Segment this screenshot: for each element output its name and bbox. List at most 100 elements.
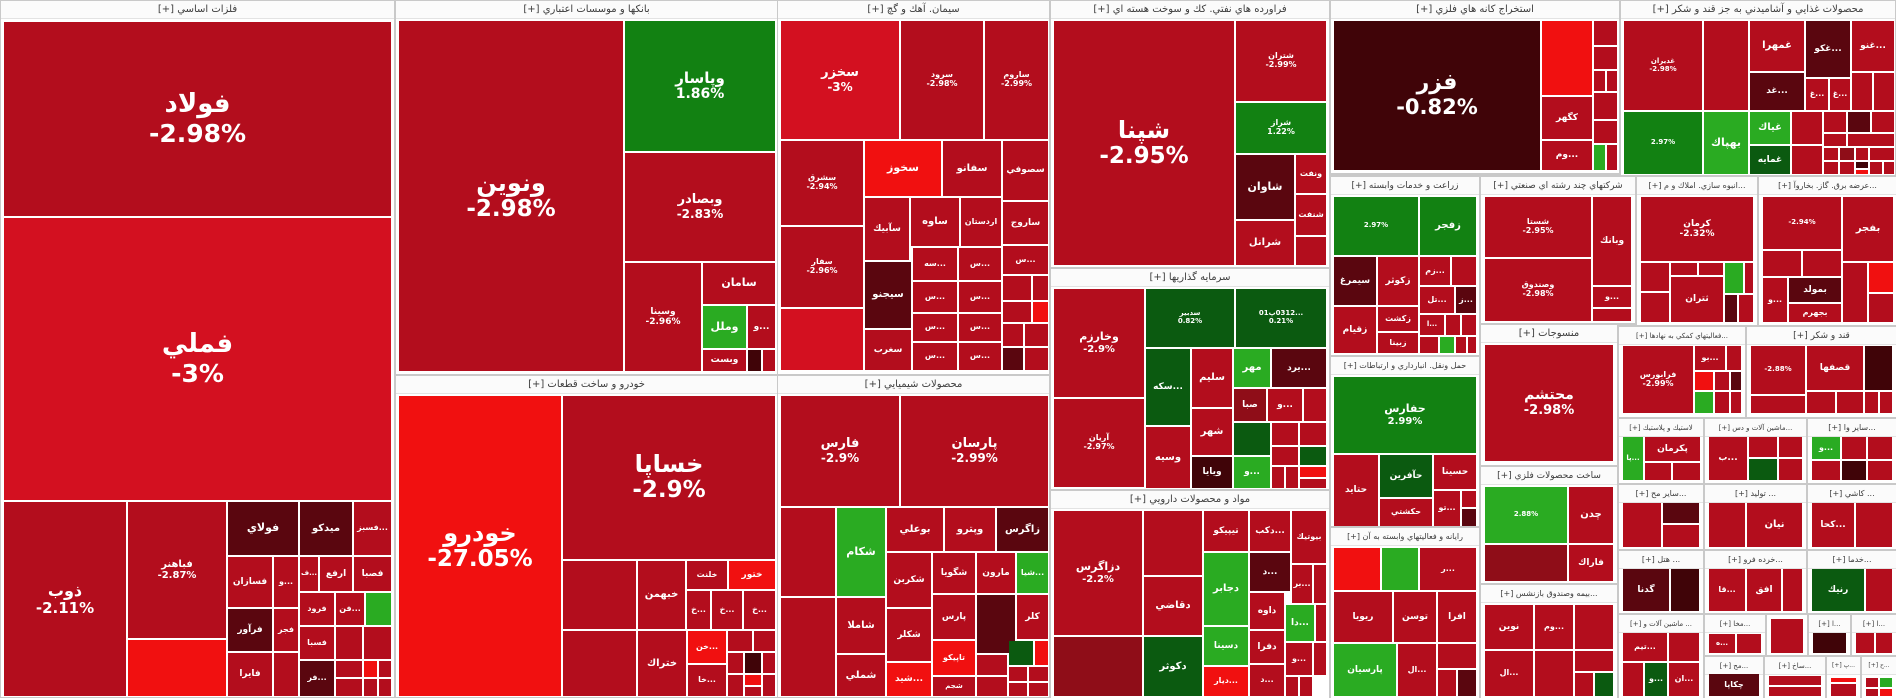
stock-tile[interactable]: [1872, 112, 1894, 132]
stock-tile[interactable]: بوعلي: [887, 508, 943, 551]
stock-tile[interactable]: [1840, 162, 1854, 174]
stock-tile[interactable]: وسيه: [1146, 427, 1190, 488]
stock-tile[interactable]: [379, 661, 391, 677]
stock-tile[interactable]: سيمرغ: [1334, 257, 1376, 305]
stock-tile[interactable]: [1731, 392, 1741, 413]
stock-tile[interactable]: شرانل: [1236, 221, 1294, 265]
stock-tile[interactable]: [1542, 21, 1592, 95]
stock-tile[interactable]: ...و: [1234, 457, 1270, 488]
stock-tile[interactable]: [1868, 437, 1892, 459]
stock-tile[interactable]: فباهنر -2.87%: [128, 502, 226, 638]
sector-header[interactable]: ...خدما [+]: [1808, 551, 1896, 569]
stock-tile[interactable]: [1866, 569, 1892, 611]
stock-tile[interactable]: ...س: [959, 343, 1001, 370]
stock-tile[interactable]: ذوب -2.11%: [4, 502, 126, 696]
sector-header[interactable]: ...فعاليتهاي كمكي به نهادها [+]: [1619, 327, 1745, 345]
stock-tile[interactable]: [1468, 337, 1476, 353]
stock-tile[interactable]: ساروج: [1003, 202, 1048, 244]
stock-tile[interactable]: [1866, 678, 1878, 687]
stock-tile[interactable]: [1003, 276, 1031, 300]
stock-tile[interactable]: فرابورس -2.99%: [1623, 346, 1693, 413]
stock-tile[interactable]: [1607, 71, 1617, 91]
stock-tile[interactable]: [1025, 324, 1048, 346]
stock-tile[interactable]: ...س: [959, 314, 1001, 341]
stock-tile[interactable]: ...ر: [1420, 548, 1476, 590]
stock-tile[interactable]: [1831, 684, 1856, 696]
stock-tile[interactable]: [1594, 121, 1617, 143]
sector-header[interactable]: ... هتل [+]: [1619, 551, 1703, 569]
sector-header[interactable]: ...ساير مح [+]: [1619, 485, 1703, 503]
stock-tile[interactable]: غياك: [1750, 112, 1790, 144]
stock-tile[interactable]: [1458, 670, 1476, 696]
stock-tile[interactable]: [336, 627, 362, 659]
stock-tile[interactable]: [1575, 651, 1613, 671]
stock-tile[interactable]: سصوفي: [1003, 141, 1048, 200]
stock-tile[interactable]: [1843, 263, 1867, 322]
stock-tile[interactable]: [1485, 545, 1567, 581]
sector-header[interactable]: محصولات غذايي و آشاميدني به جز قند و شكر…: [1621, 1, 1895, 19]
stock-tile[interactable]: [1673, 463, 1700, 480]
stock-tile[interactable]: [1865, 346, 1892, 390]
stock-tile[interactable]: حتايد: [1334, 455, 1378, 526]
stock-tile[interactable]: [728, 631, 752, 651]
stock-tile[interactable]: خساپا -2.9%: [563, 396, 775, 559]
stock-tile[interactable]: وپترو: [945, 508, 995, 551]
stock-tile[interactable]: ...پا: [1623, 437, 1643, 480]
stock-tile[interactable]: [1824, 162, 1838, 174]
stock-tile[interactable]: [1462, 315, 1476, 335]
stock-tile[interactable]: ...وم: [1542, 141, 1592, 170]
stock-tile[interactable]: [1671, 569, 1699, 611]
stock-tile[interactable]: [1848, 112, 1870, 132]
stock-tile[interactable]: [1803, 251, 1841, 276]
stock-tile[interactable]: [1575, 673, 1593, 696]
stock-tile[interactable]: ...ان: [1669, 663, 1699, 696]
stock-tile[interactable]: ميدكو: [300, 502, 352, 555]
stock-tile[interactable]: [1003, 324, 1023, 346]
stock-tile[interactable]: [1296, 237, 1326, 265]
stock-tile[interactable]: [1704, 21, 1748, 110]
stock-tile[interactable]: [1334, 548, 1380, 590]
stock-tile[interactable]: [1009, 667, 1027, 681]
stock-tile[interactable]: ...غد: [1750, 73, 1804, 110]
stock-tile[interactable]: ...ال: [1485, 651, 1533, 696]
stock-tile[interactable]: بهپاك: [1704, 112, 1748, 174]
stock-tile[interactable]: [364, 679, 377, 696]
stock-tile[interactable]: وملل: [703, 306, 746, 348]
stock-tile[interactable]: كرمان -2.32%: [1641, 197, 1753, 261]
stock-tile[interactable]: ساوه: [911, 198, 959, 246]
stock-tile[interactable]: [1725, 295, 1737, 322]
stock-tile[interactable]: ...دكب: [1250, 511, 1290, 551]
stock-tile[interactable]: [1715, 392, 1729, 413]
stock-tile[interactable]: ...خا: [688, 665, 726, 696]
stock-tile[interactable]: [1286, 677, 1298, 696]
stock-tile[interactable]: سرود -2.98%: [901, 21, 983, 139]
stock-tile[interactable]: [1874, 73, 1894, 110]
sector-header[interactable]: ...ساخ [+]: [1765, 657, 1825, 675]
stock-tile[interactable]: چدن: [1569, 487, 1613, 543]
sector-header[interactable]: ...خرده فرو [+]: [1705, 551, 1806, 569]
stock-tile[interactable]: دقاضي: [1144, 577, 1202, 635]
stock-tile[interactable]: ونوين -2.98%: [399, 21, 623, 371]
stock-tile[interactable]: فسبا: [300, 627, 334, 659]
stock-tile[interactable]: فملي -3%: [4, 218, 391, 500]
stock-tile[interactable]: ...ه: [1709, 634, 1735, 653]
stock-tile[interactable]: شگويا: [933, 553, 975, 593]
stock-tile[interactable]: [1663, 503, 1699, 523]
sector-header[interactable]: سيمان. آهك و گچ [+]: [778, 1, 1049, 19]
stock-tile[interactable]: ختور: [729, 561, 775, 589]
stock-tile[interactable]: [745, 687, 761, 696]
stock-tile[interactable]: [1272, 447, 1298, 465]
stock-tile[interactable]: ...ا: [1420, 315, 1444, 335]
stock-tile[interactable]: [366, 593, 391, 625]
stock-tile[interactable]: [1842, 461, 1866, 480]
stock-tile[interactable]: [1300, 423, 1326, 445]
stock-tile[interactable]: [364, 661, 377, 677]
stock-tile[interactable]: [1272, 423, 1298, 445]
stock-tile[interactable]: ونفت: [1296, 155, 1326, 193]
stock-tile[interactable]: خبهمن: [638, 561, 685, 629]
stock-tile[interactable]: وبست: [703, 350, 746, 371]
stock-tile[interactable]: -2.94%: [1763, 197, 1841, 249]
stock-tile[interactable]: ساروم -2.99%: [985, 21, 1048, 139]
stock-tile[interactable]: ...ف: [300, 557, 318, 591]
stock-tile[interactable]: [1035, 641, 1048, 665]
